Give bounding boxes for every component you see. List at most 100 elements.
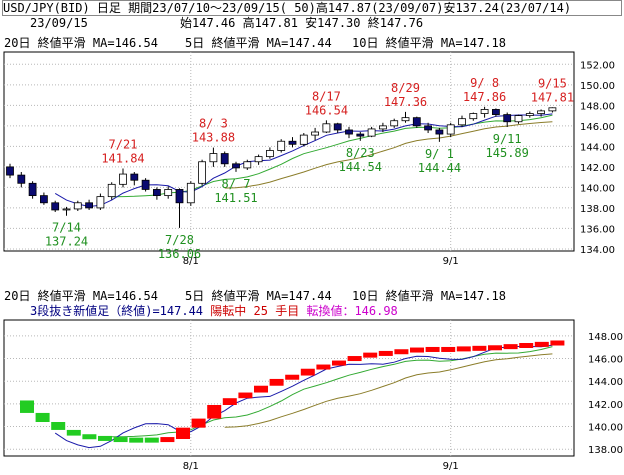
candle [356, 133, 365, 137]
x-tick-label: 8/1 [183, 461, 199, 472]
threeline-brick [191, 418, 206, 428]
annotation-value: 147.36 [384, 95, 427, 109]
annotation-value: 145.89 [486, 146, 529, 160]
y-tick-label: 144.00 [580, 142, 615, 153]
bottom-legend-ma5: 5日 終値平滑 MA=147.44 [185, 289, 332, 303]
annotation-date: 9/11 [493, 132, 522, 146]
candle [525, 113, 534, 116]
candle [85, 202, 93, 209]
bottom-legend-ma20: 20日 終値平滑 MA=146.54 [4, 289, 158, 303]
candle [322, 123, 331, 133]
candle [435, 129, 444, 135]
threeline-brick [410, 347, 424, 353]
annotation-value: 136.06 [158, 247, 201, 261]
annotation-value: 141.84 [101, 152, 144, 166]
annotation-date: 7/28 [165, 233, 194, 247]
threeline-brick [378, 350, 393, 356]
threeline-brick [269, 378, 284, 386]
candle [548, 107, 557, 112]
candle [254, 156, 263, 163]
threeline-brick [503, 344, 518, 350]
candle [40, 195, 48, 204]
annotation-date: 8/17 [312, 89, 341, 103]
candle [299, 134, 308, 145]
candle [220, 153, 229, 165]
y-tick-label: 152.00 [580, 60, 615, 71]
annotation-value: 144.44 [418, 161, 461, 175]
threeline-brick [347, 356, 362, 362]
threeline-brick [238, 392, 253, 399]
threeline-brick [144, 437, 159, 443]
candle [277, 140, 286, 151]
annotation-value: 143.88 [192, 131, 235, 145]
threeline-brick [316, 364, 331, 370]
threeline-brick [488, 345, 502, 351]
threeline-brick [113, 437, 128, 443]
candle [446, 124, 455, 135]
y-tick-label: 144.00 [588, 377, 623, 388]
candle [107, 183, 116, 198]
candle [503, 114, 512, 123]
threeline-brick [300, 368, 315, 376]
annotation-date: 9/15 [538, 76, 567, 90]
candle [164, 189, 173, 197]
candle [209, 153, 218, 163]
threeline-brick [207, 405, 222, 419]
candle [345, 129, 353, 135]
candle [232, 163, 240, 169]
threeline-brick [441, 346, 456, 352]
candle [401, 117, 410, 122]
threeline-brick [285, 374, 300, 380]
candle [311, 131, 320, 136]
candle [243, 161, 252, 169]
annotation-date: 8/ 3 [199, 117, 228, 131]
candle [288, 140, 297, 145]
annotation-date: 8/ 7 [222, 177, 251, 191]
candle [424, 125, 433, 131]
threeline-brick [51, 422, 66, 430]
candle [62, 208, 71, 211]
threeline-brick [394, 349, 409, 355]
candle [469, 113, 478, 120]
candle [480, 109, 489, 114]
candle [198, 161, 207, 184]
candle [28, 182, 37, 197]
y-tick-label: 140.00 [588, 423, 623, 434]
threeline-reversal: 転換値：146.98 [306, 304, 398, 318]
annotation-value: 137.24 [45, 235, 88, 249]
candle [333, 123, 342, 131]
threeline-brick [254, 385, 268, 393]
annotation-value: 147.86 [463, 90, 506, 104]
y-tick-label: 134.00 [580, 245, 615, 256]
threeline-brick [363, 352, 378, 358]
candle [390, 120, 399, 127]
ma5-line [54, 344, 553, 449]
threeline-brick [160, 437, 175, 443]
candle [6, 166, 14, 176]
candle [458, 118, 466, 126]
period-summary: USD/JPY(BID) 日足 期間23/07/10～23/09/15( 50)… [2, 0, 622, 16]
threeline-state: 陽転中 [210, 304, 247, 318]
threeline-brick [176, 427, 190, 439]
candle [17, 174, 26, 184]
y-tick-label: 136.00 [580, 224, 615, 235]
x-tick-label: 9/1 [443, 256, 459, 267]
annotation-value: 144.54 [339, 160, 382, 174]
y-tick-label: 142.00 [588, 400, 623, 411]
annotation-date: 7/14 [52, 221, 81, 235]
threeline-brick [425, 346, 440, 352]
y-tick-label: 146.00 [580, 122, 615, 133]
candle [152, 189, 161, 197]
annotation-value: 141.51 [214, 191, 257, 205]
top-legend-ma20: 20日 終値平滑 MA=146.54 [4, 36, 158, 50]
threeline-brick [82, 434, 97, 440]
ma20-line [224, 353, 553, 428]
candle [51, 202, 60, 211]
annotation-date: 7/21 [109, 138, 138, 152]
candle [73, 202, 82, 210]
threeline-brick [222, 398, 237, 405]
threeline-brick [129, 437, 144, 443]
candle [378, 125, 387, 130]
top-legend-ma10: 10日 終値平滑 MA=147.18 [352, 36, 506, 50]
